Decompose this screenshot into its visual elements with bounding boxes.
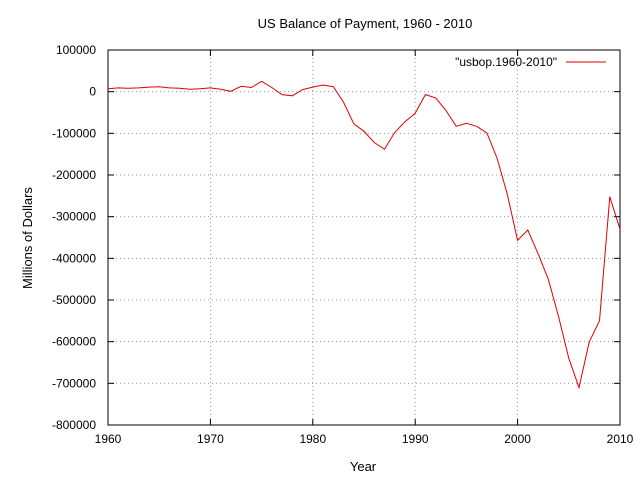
x-axis-label: Year [350,459,377,474]
y-axis-label: Millions of Dollars [20,187,35,289]
y-tick-label: 100000 [56,43,96,57]
grid [108,50,620,425]
y-tick-label: 0 [89,85,96,99]
x-tick-label: 2010 [607,432,634,446]
series-line [107,80,621,390]
chart-title: US Balance of Payment, 1960 - 2010 [258,16,473,31]
y-tick-labels: 100000 0 -100000 -200000 -300000 -400000 -5000… [52,43,96,432]
y-tick-label: -600000 [52,335,96,349]
x-tick-label: 1980 [299,432,326,446]
axis-ticks [107,49,621,426]
x-tick-label: 2000 [504,432,531,446]
y-tick-label: -300000 [52,210,96,224]
legend-label: "usbop.1960-2010" [455,55,557,69]
y-tick-label: -400000 [52,251,96,265]
x-tick-label: 1990 [402,432,429,446]
legend: "usbop.1960-2010" [455,55,606,69]
series-layer [107,80,621,390]
plot-frame [107,49,621,426]
y-tick-label: -100000 [52,126,96,140]
x-tick-label: 1960 [95,432,122,446]
y-tick-label: -700000 [52,376,96,390]
y-tick-label: -200000 [52,168,96,182]
x-tick-label: 1970 [197,432,224,446]
x-tick-labels: 1960 1970 1980 1990 2000 2010 [95,432,634,446]
y-tick-label: -800000 [52,418,96,432]
y-tick-label: -500000 [52,293,96,307]
